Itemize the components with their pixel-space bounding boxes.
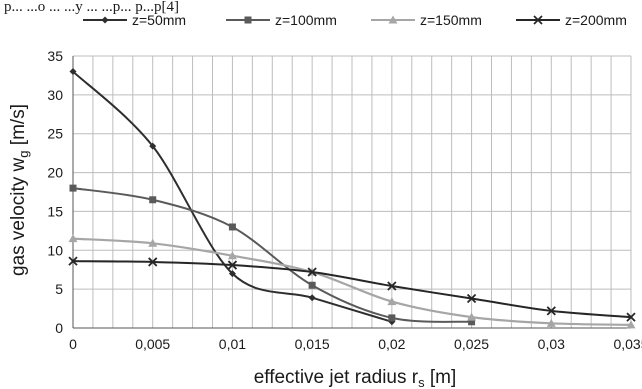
- x-tick-label: 0,035: [613, 336, 642, 352]
- data-point-marker: [148, 257, 158, 267]
- marker-stroke: [148, 257, 158, 267]
- data-point-marker: [68, 256, 78, 266]
- x-axis-title: effective jet radius rs [m]: [254, 367, 457, 389]
- x-axis-unit: [m]: [430, 367, 456, 388]
- series-line: [72, 260, 632, 319]
- data-point-marker: [387, 281, 397, 291]
- marker-stroke: [546, 306, 556, 316]
- axes: [72, 56, 631, 329]
- legend-label: z=50mm: [132, 12, 186, 28]
- data-point-marker: [308, 281, 316, 289]
- y-tick-label: 15: [47, 203, 63, 219]
- legend-marker: [244, 16, 252, 24]
- cropped-caption-fragment: p... ...o ... ...y ... ...p... p...p[4]: [4, 0, 179, 15]
- x-axis-subscript: s: [418, 375, 425, 389]
- x-axis-label: effective jet radius: [254, 367, 407, 388]
- tick-labels: 0 5 10 15 20 25 30 35 0 0,005 0,01 0,015 0,02 0,025 0,…: [47, 48, 642, 352]
- data-point-marker: [228, 223, 236, 231]
- data-point-marker: [307, 267, 317, 277]
- y-tick-label: 0: [55, 320, 63, 336]
- data-point-marker: [69, 68, 77, 76]
- data-point-marker: [467, 312, 477, 321]
- data-point-marker: [227, 251, 237, 260]
- x-tick-label: 0,005: [135, 336, 170, 352]
- data-point-marker: [626, 312, 636, 322]
- legend-label: z=150mm: [420, 12, 482, 28]
- x-tick-label: 0,01: [219, 336, 246, 352]
- y-axis-unit: [m/s]: [8, 104, 29, 145]
- data-point-marker: [228, 270, 236, 278]
- y-axis-subscript: g: [16, 150, 31, 157]
- y-axis-label: gas velocity: [8, 176, 29, 276]
- x-tick-label: 0,025: [454, 336, 489, 352]
- marker-stroke: [533, 15, 543, 25]
- legend-entry: z=200mm: [516, 12, 627, 28]
- data-point-marker: [546, 318, 556, 327]
- marker-stroke: [227, 260, 238, 270]
- series-layer: [68, 68, 636, 329]
- data-point-marker: [468, 318, 476, 326]
- marker-stroke: [626, 312, 636, 322]
- x-tick-label: 0,015: [295, 336, 330, 352]
- series-z=100mm: [69, 184, 476, 326]
- marker-stroke: [466, 293, 477, 304]
- legend-marker: [101, 16, 109, 24]
- legend-label: z=200mm: [565, 12, 627, 28]
- x-tick-label: 0,03: [538, 336, 565, 352]
- data-point-marker: [69, 184, 77, 192]
- data-point-marker: [626, 320, 636, 329]
- legend-entry: z=50mm: [83, 12, 186, 28]
- series-line: [72, 237, 632, 326]
- data-point-marker: [466, 293, 477, 304]
- y-tick-label: 30: [47, 87, 63, 103]
- marker-stroke: [68, 256, 78, 266]
- data-point-marker: [308, 294, 316, 302]
- legend-marker: [533, 15, 543, 25]
- data-point-marker: [68, 234, 78, 243]
- data-point-marker: [149, 142, 157, 150]
- data-point-marker: [227, 260, 238, 270]
- y-tick-label: 10: [47, 242, 63, 258]
- y-axis-symbol: w: [8, 157, 29, 172]
- legend: z=50mm z=100mm z=150mm z=200mm: [83, 12, 627, 28]
- data-point-marker: [149, 196, 157, 204]
- y-tick-label: 5: [55, 281, 63, 297]
- x-axis-symbol: r: [412, 367, 419, 388]
- data-point-marker: [388, 314, 396, 322]
- marker-stroke: [307, 267, 317, 277]
- legend-label: z=100mm: [275, 12, 337, 28]
- y-tick-label: 25: [47, 126, 63, 142]
- legend-entry: z=100mm: [226, 12, 337, 28]
- x-tick-label: 0: [69, 336, 77, 352]
- legend-marker: [388, 15, 398, 24]
- y-axis-title: gas velocity wg [m/s]: [8, 104, 31, 276]
- marker-stroke: [387, 281, 397, 291]
- y-tick-label: 35: [47, 48, 63, 64]
- data-point-marker: [148, 238, 158, 247]
- y-tick-label: 20: [47, 165, 63, 181]
- legend-entry: z=150mm: [371, 12, 482, 28]
- data-point-marker: [546, 306, 556, 316]
- x-tick-label: 0,02: [378, 336, 405, 352]
- series-line: [72, 70, 393, 323]
- data-point-marker: [387, 297, 397, 306]
- series-z=200mm: [68, 256, 636, 322]
